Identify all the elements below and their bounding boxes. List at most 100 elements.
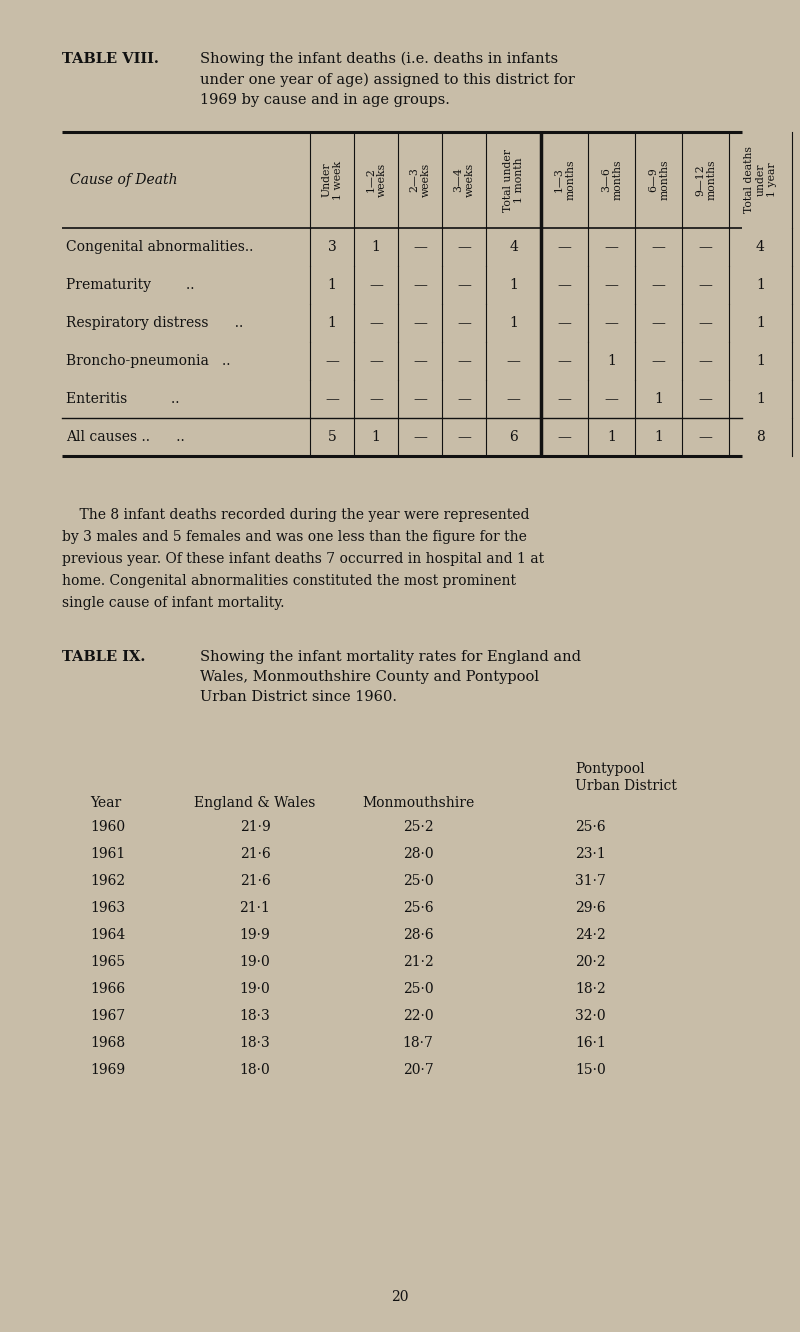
- Text: —: —: [457, 354, 471, 368]
- Text: England & Wales: England & Wales: [194, 797, 316, 810]
- Text: 5: 5: [328, 430, 336, 444]
- Text: Under
1 week: Under 1 week: [322, 160, 342, 200]
- Text: 1: 1: [509, 316, 518, 330]
- Text: 1: 1: [756, 316, 765, 330]
- Text: 19·0: 19·0: [240, 982, 270, 996]
- Text: —: —: [369, 392, 383, 406]
- Text: TABLE IX.: TABLE IX.: [62, 650, 146, 663]
- Text: —: —: [558, 240, 571, 254]
- Text: —: —: [558, 430, 571, 444]
- Text: 3—6
months: 3—6 months: [601, 160, 622, 200]
- Text: —: —: [506, 354, 521, 368]
- Text: —: —: [325, 392, 339, 406]
- Text: 1: 1: [371, 240, 381, 254]
- Text: TABLE VIII.: TABLE VIII.: [62, 52, 159, 67]
- Text: Cause of Death: Cause of Death: [70, 173, 178, 186]
- Text: 6—9
months: 6—9 months: [648, 160, 669, 200]
- Text: 8: 8: [756, 430, 765, 444]
- Text: 19·9: 19·9: [240, 928, 270, 942]
- Text: Total under
1 month: Total under 1 month: [503, 148, 524, 212]
- Text: 20: 20: [391, 1289, 409, 1304]
- Text: —: —: [369, 354, 383, 368]
- Text: 21·2: 21·2: [402, 955, 434, 968]
- Text: Showing the infant mortality rates for England and
Wales, Monmouthshire County a: Showing the infant mortality rates for E…: [200, 650, 581, 705]
- Text: 1—3
months: 1—3 months: [554, 160, 575, 200]
- Text: 3—4
weeks: 3—4 weeks: [454, 163, 474, 197]
- Text: 20·2: 20·2: [575, 955, 606, 968]
- Text: 23·1: 23·1: [575, 847, 606, 860]
- Text: Prematurity        ..: Prematurity ..: [66, 278, 194, 292]
- Text: —: —: [457, 240, 471, 254]
- Text: 1961: 1961: [90, 847, 126, 860]
- Text: 1967: 1967: [90, 1010, 126, 1023]
- Text: Total deaths
under
1 year: Total deaths under 1 year: [744, 147, 777, 213]
- Text: —: —: [413, 316, 427, 330]
- Text: 1963: 1963: [90, 900, 125, 915]
- Text: 18·3: 18·3: [240, 1010, 270, 1023]
- Text: 1964: 1964: [90, 928, 126, 942]
- Text: Pontypool: Pontypool: [575, 762, 645, 777]
- Text: Year: Year: [90, 797, 122, 810]
- Text: 21·1: 21·1: [239, 900, 270, 915]
- Text: Congenital abnormalities..: Congenital abnormalities..: [66, 240, 254, 254]
- Text: 1: 1: [327, 316, 337, 330]
- Text: Respiratory distress      ..: Respiratory distress ..: [66, 316, 243, 330]
- Text: 24·2: 24·2: [575, 928, 606, 942]
- Text: Urban District: Urban District: [575, 779, 677, 793]
- Text: 25·6: 25·6: [575, 821, 606, 834]
- Text: 1962: 1962: [90, 874, 125, 888]
- Text: 18·2: 18·2: [575, 982, 606, 996]
- Text: 1: 1: [756, 392, 765, 406]
- Text: 1966: 1966: [90, 982, 125, 996]
- Text: 15·0: 15·0: [575, 1063, 606, 1078]
- Text: 25·0: 25·0: [402, 874, 434, 888]
- Text: single cause of infant mortality.: single cause of infant mortality.: [62, 595, 285, 610]
- Text: —: —: [698, 354, 713, 368]
- Text: —: —: [558, 392, 571, 406]
- Text: 1: 1: [756, 354, 765, 368]
- Text: 4: 4: [756, 240, 765, 254]
- Text: 6: 6: [509, 430, 518, 444]
- Text: —: —: [698, 392, 713, 406]
- Text: Monmouthshire: Monmouthshire: [362, 797, 474, 810]
- Text: 1: 1: [509, 278, 518, 292]
- Text: —: —: [698, 316, 713, 330]
- Text: 25·6: 25·6: [402, 900, 434, 915]
- Text: 4: 4: [509, 240, 518, 254]
- Text: Enteritis          ..: Enteritis ..: [66, 392, 179, 406]
- Text: 1965: 1965: [90, 955, 125, 968]
- Text: 19·0: 19·0: [240, 955, 270, 968]
- Text: 1960: 1960: [90, 821, 125, 834]
- Text: 25·2: 25·2: [402, 821, 434, 834]
- Text: —: —: [558, 278, 571, 292]
- Text: —: —: [413, 240, 427, 254]
- Text: 1—2
weeks: 1—2 weeks: [366, 163, 386, 197]
- Text: by 3 males and 5 females and was one less than the figure for the: by 3 males and 5 females and was one les…: [62, 530, 527, 543]
- Text: 1: 1: [654, 430, 663, 444]
- Text: 1968: 1968: [90, 1036, 125, 1050]
- Text: 18·0: 18·0: [240, 1063, 270, 1078]
- Text: 1969: 1969: [90, 1063, 125, 1078]
- Text: 18·3: 18·3: [240, 1036, 270, 1050]
- Text: 31·7: 31·7: [575, 874, 606, 888]
- Text: 1: 1: [371, 430, 381, 444]
- Text: 1: 1: [756, 278, 765, 292]
- Text: 29·6: 29·6: [575, 900, 606, 915]
- Text: 21·6: 21·6: [240, 874, 270, 888]
- Text: 9—12
months: 9—12 months: [695, 160, 716, 200]
- Text: 21·9: 21·9: [240, 821, 270, 834]
- Text: —: —: [413, 278, 427, 292]
- Text: 1: 1: [607, 430, 616, 444]
- Text: —: —: [506, 392, 521, 406]
- Text: —: —: [413, 354, 427, 368]
- Text: 1: 1: [607, 354, 616, 368]
- Text: 16·1: 16·1: [575, 1036, 606, 1050]
- Text: 32·0: 32·0: [575, 1010, 606, 1023]
- Text: 25·0: 25·0: [402, 982, 434, 996]
- Text: All causes ..      ..: All causes .. ..: [66, 430, 185, 444]
- Text: —: —: [413, 430, 427, 444]
- Text: —: —: [369, 316, 383, 330]
- Text: 1: 1: [654, 392, 663, 406]
- Text: —: —: [457, 392, 471, 406]
- Text: —: —: [698, 430, 713, 444]
